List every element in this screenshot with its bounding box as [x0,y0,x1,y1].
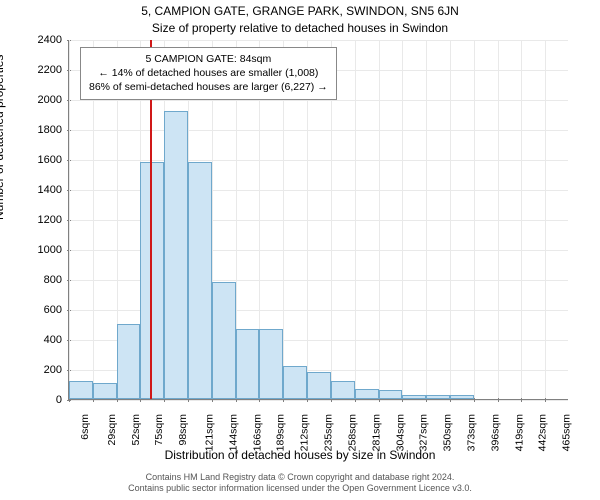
x-tick-label: 98sqm [177,414,189,446]
x-tick-label: 189sqm [275,414,287,451]
infobox-line-2: ← 14% of detached houses are smaller (1,… [89,66,328,80]
gridline-h [69,400,568,401]
y-tick-label: 1200 [12,214,62,226]
y-axis-label: Number of detached properties [0,55,6,220]
x-tick-label: 281sqm [370,414,382,451]
histogram-bar [212,282,236,399]
x-tick-label: 75sqm [153,414,165,446]
y-tick-label: 1600 [12,154,62,166]
y-tick-label: 800 [12,274,62,286]
x-tick-label: 29sqm [106,414,118,446]
x-tick [474,398,475,402]
gridline-v [355,40,356,399]
gridline-v [498,40,499,399]
x-tick-label: 166sqm [251,414,263,451]
histogram-bar [93,383,117,400]
x-tick-label: 144sqm [228,414,240,451]
gridline-h [69,40,568,41]
gridline-v [379,40,380,399]
x-tick-label: 465sqm [561,414,573,451]
x-tick-label: 212sqm [299,414,311,451]
histogram-bar [379,390,403,399]
histogram-bar [426,395,450,400]
histogram-bar [283,366,307,399]
gridline-h [69,160,568,161]
gridline-v [450,40,451,399]
histogram-bar [188,162,212,399]
y-tick-label: 1400 [12,184,62,196]
gridline-v [426,40,427,399]
histogram-bar [355,389,379,400]
chart-container: 5, CAMPION GATE, GRANGE PARK, SWINDON, S… [0,0,600,500]
x-tick-label: 235sqm [323,414,335,451]
histogram-bar [259,329,283,400]
x-tick-label: 121sqm [204,414,216,451]
y-tick-label: 2000 [12,94,62,106]
y-tick-label: 0 [12,394,62,406]
gridline-v [69,40,70,399]
histogram-bar [117,324,141,399]
histogram-bar [140,162,164,399]
x-tick-label: 350sqm [442,414,454,451]
x-tick-label: 327sqm [418,414,430,451]
y-tick-label: 1800 [12,124,62,136]
x-tick [521,398,522,402]
x-tick-label: 442sqm [537,414,549,451]
histogram-bar [331,381,355,399]
histogram-bar [236,329,260,400]
y-tick-label: 1000 [12,244,62,256]
gridline-v [545,40,546,399]
chart-infobox: 5 CAMPION GATE: 84sqm← 14% of detached h… [80,47,337,100]
gridline-h [69,100,568,101]
infobox-line-3: 86% of semi-detached houses are larger (… [89,80,328,94]
x-tick-label: 304sqm [394,414,406,451]
histogram-bar [402,395,426,400]
y-tick-label: 600 [12,304,62,316]
gridline-v [474,40,475,399]
footer-line-2: Contains public sector information licen… [0,483,600,494]
histogram-bar [307,372,331,399]
x-tick [545,398,546,402]
gridline-h [69,130,568,131]
histogram-bar [450,395,474,400]
y-tick-label: 400 [12,334,62,346]
x-tick-label: 6sqm [79,414,91,440]
y-tick-label: 2400 [12,34,62,46]
x-tick [498,398,499,402]
x-tick-label: 419sqm [513,414,525,451]
chart-footer: Contains HM Land Registry data © Crown c… [0,472,600,495]
chart-subtitle: Size of property relative to detached ho… [0,21,600,35]
histogram-bar [69,381,93,399]
chart-title: 5, CAMPION GATE, GRANGE PARK, SWINDON, S… [0,4,600,18]
x-tick-label: 373sqm [466,414,478,451]
y-tick-label: 2200 [12,64,62,76]
infobox-line-1: 5 CAMPION GATE: 84sqm [89,52,328,66]
gridline-v [521,40,522,399]
footer-line-1: Contains HM Land Registry data © Crown c… [0,472,600,483]
x-tick-label: 258sqm [347,414,359,451]
x-tick-label: 396sqm [489,414,501,451]
x-tick-label: 52sqm [129,414,141,446]
histogram-bar [164,111,188,399]
y-tick-label: 200 [12,364,62,376]
gridline-v [402,40,403,399]
